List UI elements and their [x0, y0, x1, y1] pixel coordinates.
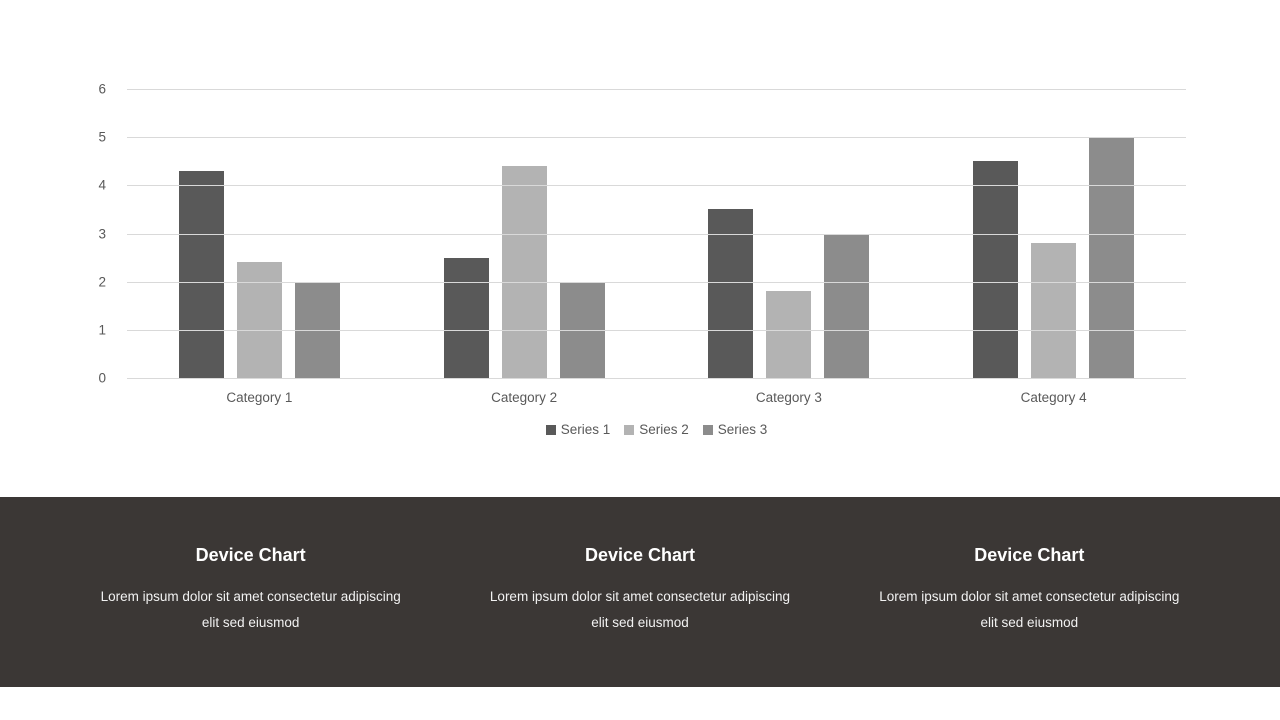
footer-column: Device Chart Lorem ipsum dolor sit amet … [56, 497, 445, 687]
y-axis: 0 1 2 3 4 5 6 [72, 82, 106, 386]
legend-item: Series 1 [545, 422, 611, 437]
gridline [127, 378, 1186, 379]
y-axis-tick-label: 6 [98, 81, 106, 97]
y-axis-tick-label: 5 [98, 129, 106, 145]
legend-item: Series 3 [702, 422, 768, 437]
bar-series-3 [1089, 137, 1135, 378]
footer-title: Device Chart [195, 545, 306, 565]
bar-series-1 [973, 161, 1019, 378]
footer-band: Device Chart Lorem ipsum dolor sit amet … [0, 497, 1280, 687]
x-axis-label: Category 1 [226, 390, 293, 405]
legend-label: Series 3 [717, 422, 768, 437]
gridline [127, 233, 1186, 235]
bar-series-2 [1031, 243, 1077, 378]
legend-swatch-icon [545, 424, 556, 435]
bar-series-2 [501, 166, 547, 378]
y-axis-tick-label: 2 [98, 274, 106, 290]
footer-text-line2: elit sed eiusmod [980, 615, 1079, 630]
x-axis-label: Category 4 [1020, 390, 1087, 405]
footer-text-line2: elit sed eiusmod [201, 615, 300, 630]
bar-series-3 [824, 233, 870, 378]
footer-text-line1: Lorem ipsum dolor sit amet consectetur a… [879, 589, 1180, 604]
bar-group [657, 89, 922, 378]
x-axis-label: Category 2 [491, 390, 558, 405]
footer-text-line2: elit sed eiusmod [591, 615, 689, 630]
bar-series-2 [236, 262, 282, 378]
gridline [127, 137, 1186, 139]
chart-legend: Series 1 Series 2 Series 3 [127, 422, 1186, 437]
legend-label: Series 1 [560, 422, 611, 437]
legend-swatch-icon [624, 424, 635, 435]
footer-text-line1: Lorem ipsum dolor sit amet consectetur a… [100, 589, 401, 604]
footer-column: Device Chart Lorem ipsum dolor sit amet … [835, 497, 1224, 687]
y-axis-tick-label: 3 [98, 226, 106, 241]
gridline [127, 329, 1186, 331]
y-axis-tick-label: 1 [98, 322, 106, 338]
footer-title: Device Chart [974, 545, 1085, 565]
x-axis-label: Category 3 [755, 390, 822, 405]
bar-group [921, 89, 1186, 378]
legend-item: Series 2 [624, 422, 689, 437]
bar-series-2 [766, 291, 812, 378]
legend-label: Series 2 [639, 422, 689, 437]
bar-chart-plot-area [127, 89, 1186, 379]
bar-series-1 [178, 170, 224, 378]
footer-title: Device Chart [584, 545, 696, 565]
gridline [127, 185, 1186, 187]
gridline [127, 89, 1186, 90]
y-axis-tick-label: 4 [98, 177, 106, 193]
bar-series-1 [443, 257, 489, 378]
gridline [127, 281, 1186, 283]
x-axis: Category 1 Category 2 Category 3 Category 4 [127, 390, 1186, 405]
bar-series-1 [708, 209, 754, 378]
legend-swatch-icon [702, 424, 713, 435]
footer-column: Device Chart Lorem ipsum dolor sit amet … [445, 497, 834, 687]
footer-text-line1: Lorem ipsum dolor sit amet consectetur a… [489, 589, 791, 604]
y-axis-tick-label: 0 [98, 370, 106, 386]
